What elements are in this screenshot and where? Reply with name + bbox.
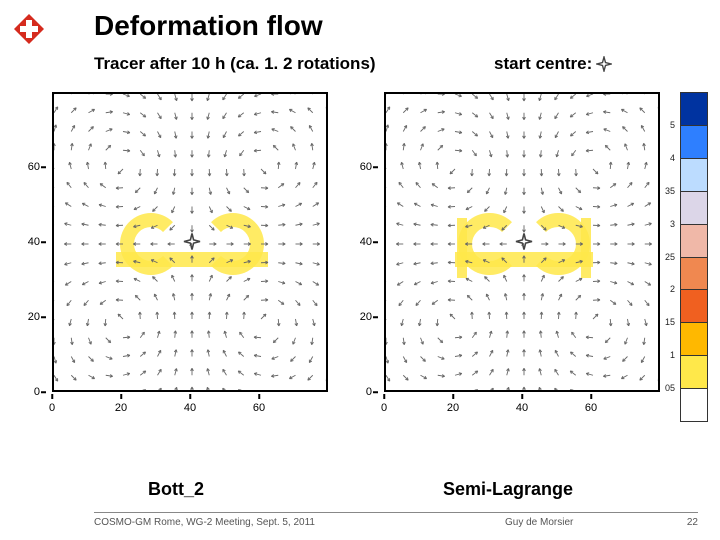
colorbar-segment: 5 [680,125,708,158]
x-tick-label: 0 [49,402,55,414]
footer-page: 22 [687,517,698,528]
plot-inner-right [384,92,660,392]
plot-label-right: Semi-Lagrange [348,479,668,500]
colorbar-label: 25 [665,252,675,262]
center-star-icon [183,233,201,256]
plot-row: 0204060 0204060 Bott_2 0204060 0204060 S… [16,84,668,424]
x-tick-label: 60 [585,402,597,414]
colorbar-segment: 15 [680,322,708,355]
colorbar-label: 1 [670,350,675,360]
colorbar: 5435325215105 [680,92,708,422]
page-title: Deformation flow [94,10,323,42]
start-centre-text: start centre: [494,54,592,74]
colorbar-segment: 4 [680,158,708,191]
colorbar-segment [680,92,708,125]
star-icon [596,56,612,72]
colorbar-label: 2 [670,284,675,294]
y-tick-label: 60 [360,161,372,173]
center-star-icon [515,233,533,256]
colorbar-segment: 25 [680,257,708,290]
footer-author: Guy de Morsier [505,517,573,528]
y-tick-label: 0 [366,386,372,398]
plot-label-left: Bott_2 [16,479,336,500]
y-tick-label: 40 [360,236,372,248]
subtitle: Tracer after 10 h (ca. 1. 2 rotations) [94,54,376,74]
colorbar-segment: 1 [680,355,708,388]
y-tick-label: 60 [28,161,40,173]
x-tick-label: 20 [115,402,127,414]
plot-left: 0204060 0204060 Bott_2 [16,84,336,424]
colorbar-label: 5 [670,120,675,130]
colorbar-segment: 05 [680,388,708,422]
colorbar-label: 4 [670,153,675,163]
colorbar-segment: 35 [680,191,708,224]
footer: COSMO-GM Rome, WG-2 Meeting, Sept. 5, 20… [94,512,698,528]
y-tick-label: 20 [360,311,372,323]
colorbar-label: 05 [665,383,675,393]
colorbar-segment: 3 [680,224,708,257]
y-tick-label: 0 [34,386,40,398]
swiss-logo [14,14,44,44]
x-tick-label: 60 [253,402,265,414]
x-tick-label: 20 [447,402,459,414]
colorbar-segment: 2 [680,289,708,322]
y-axis-left: 0204060 [16,92,48,392]
plot-inner-left [52,92,328,392]
x-tick-label: 0 [381,402,387,414]
x-tick-label: 40 [516,402,528,414]
y-tick-label: 20 [28,311,40,323]
x-axis-right: 0 20 40 60 [384,394,660,418]
plot-right: 0204060 0204060 Semi-Lagrange [348,84,668,424]
colorbar-label: 15 [665,317,675,327]
x-axis-left: 0 20 40 60 [52,394,328,418]
y-tick-label: 40 [28,236,40,248]
colorbar-label: 35 [665,186,675,196]
x-tick-label: 40 [184,402,196,414]
y-axis-right: 0204060 [348,92,380,392]
start-centre-label: start centre: [494,54,612,74]
colorbar-label: 3 [670,219,675,229]
footer-left: COSMO-GM Rome, WG-2 Meeting, Sept. 5, 20… [94,517,315,528]
